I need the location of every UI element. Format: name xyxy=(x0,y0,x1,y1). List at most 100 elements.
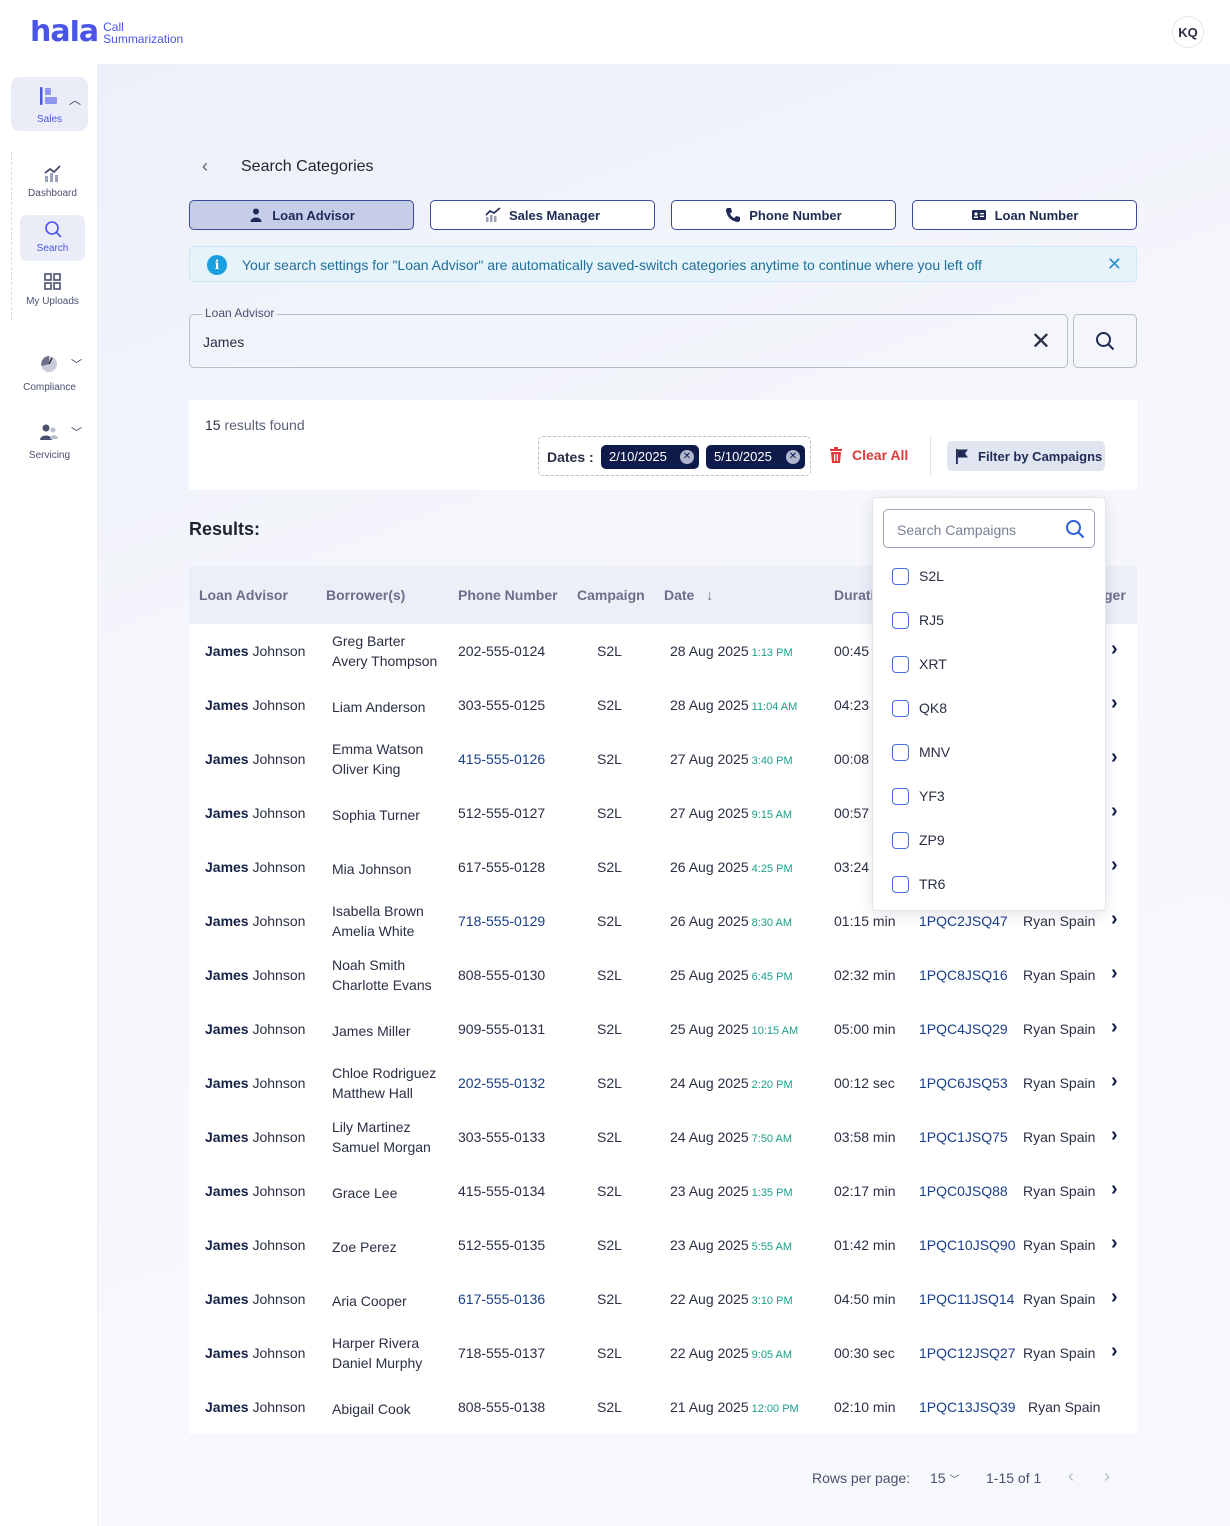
campaign-option[interactable]: ZP9 xyxy=(892,830,945,850)
column-header-manager[interactable]: ger xyxy=(1104,587,1126,603)
search-input-value[interactable]: James xyxy=(203,334,245,350)
previous-page-icon[interactable]: ‹ xyxy=(1068,1466,1074,1486)
tab-loan-advisor[interactable]: Loan Advisor xyxy=(189,200,414,230)
filter-by-campaigns-button[interactable]: Filter by Campaigns xyxy=(947,441,1105,471)
sidebar-group-sales[interactable]: ︿ Sales xyxy=(11,77,88,131)
checkbox[interactable] xyxy=(892,831,909,849)
phone-number-cell[interactable]: 617-555-0136 xyxy=(458,1291,546,1307)
campaign-search-input[interactable]: Search Campaigns xyxy=(883,509,1095,548)
table-row[interactable]: James Johnson Aria Cooper 617-555-0136 S2L 2… xyxy=(189,1272,1137,1326)
call-id-cell[interactable]: 1PQC8JSQ16 xyxy=(919,967,1008,983)
call-id-cell[interactable]: 1PQC0JSQ88 xyxy=(919,1183,1008,1199)
time-value: 7:50 AM xyxy=(751,1133,792,1145)
checkbox[interactable] xyxy=(892,743,909,761)
chevron-right-icon[interactable]: › xyxy=(1111,962,1118,984)
sidebar-item-search[interactable]: Search xyxy=(20,215,85,261)
next-page-icon[interactable]: › xyxy=(1104,1466,1110,1486)
chevron-right-icon[interactable]: › xyxy=(1111,1016,1118,1038)
table-row[interactable]: James Johnson Mia Johnson 617-555-0128 S2L 2… xyxy=(189,840,1137,894)
chevron-right-icon[interactable]: › xyxy=(1111,1286,1118,1308)
table-row[interactable]: James Johnson Zoe Perez 512-555-0135 S2L 23 … xyxy=(189,1218,1137,1272)
table-row[interactable]: James Johnson Harper Rivera Daniel Murphy 7… xyxy=(189,1326,1137,1380)
phone-number-cell[interactable]: 415-555-0126 xyxy=(458,751,546,767)
close-icon[interactable]: ✕ xyxy=(1106,254,1122,274)
campaign-option[interactable]: YF3 xyxy=(892,786,945,806)
column-header-duration[interactable]: Durati xyxy=(834,587,875,603)
phone-number-cell[interactable]: 718-555-0129 xyxy=(458,913,546,929)
call-id-cell[interactable]: 1PQC1JSQ75 xyxy=(919,1129,1008,1145)
column-header-phone-number[interactable]: Phone Number xyxy=(458,587,558,603)
chevron-right-icon[interactable]: › xyxy=(1111,800,1118,822)
call-id-cell[interactable]: 1PQC13JSQ39 xyxy=(919,1399,1016,1415)
sort-down-arrow-icon[interactable]: ↓ xyxy=(706,587,714,603)
date-chip-from[interactable]: 2/10/2025 ✕ xyxy=(601,445,699,469)
clear-search-icon[interactable]: ✕ xyxy=(1030,328,1051,355)
rows-per-page-select[interactable]: 15 ﹀ xyxy=(930,1470,959,1486)
table-row[interactable]: James Johnson Emma Watson Oliver King 415-5… xyxy=(189,732,1137,786)
checkbox[interactable] xyxy=(892,567,909,585)
app-logo[interactable]: hala Call Summarization xyxy=(30,20,183,46)
chevron-right-icon[interactable]: › xyxy=(1111,1070,1118,1092)
clear-all-button[interactable]: Clear All xyxy=(829,447,908,463)
call-id-cell[interactable]: 1PQC4JSQ29 xyxy=(919,1021,1008,1037)
sidebar-item-my-uploads[interactable]: My Uploads xyxy=(20,268,85,314)
column-header-date[interactable]: Date ↓ xyxy=(664,587,713,603)
checkbox[interactable] xyxy=(892,787,909,805)
chevron-right-icon[interactable]: › xyxy=(1111,1178,1118,1200)
date-cell: 23 Aug 2025 5:55 AM xyxy=(670,1237,792,1253)
user-avatar[interactable]: KQ xyxy=(1172,16,1204,48)
table-row[interactable]: James Johnson Grace Lee 415-555-0134 S2L 23 … xyxy=(189,1164,1137,1218)
tab-phone-number[interactable]: Phone Number xyxy=(671,200,896,230)
chevron-right-icon[interactable]: › xyxy=(1111,692,1118,714)
remove-chip-icon[interactable]: ✕ xyxy=(680,450,694,464)
table-row[interactable]: James Johnson Chloe Rodriguez Matthew Hall… xyxy=(189,1056,1137,1110)
sidebar-item-servicing[interactable]: ﹀ Servicing xyxy=(11,422,88,470)
checkbox[interactable] xyxy=(892,655,909,673)
tab-loan-number[interactable]: Loan Number xyxy=(912,200,1137,230)
search-button[interactable] xyxy=(1073,314,1137,368)
column-header-campaign[interactable]: Campaign xyxy=(577,587,645,603)
date-value: 26 Aug 2025 xyxy=(670,913,749,929)
back-chevron-icon[interactable]: ‹ xyxy=(202,156,208,176)
table-row[interactable]: James Johnson Greg Barter Avery Thompson 20… xyxy=(189,624,1137,678)
chevron-right-icon[interactable]: › xyxy=(1111,638,1118,660)
chevron-right-icon[interactable]: › xyxy=(1111,908,1118,930)
call-id-cell[interactable]: 1PQC12JSQ27 xyxy=(919,1345,1016,1361)
checkbox[interactable] xyxy=(892,875,909,893)
campaign-option[interactable]: QK8 xyxy=(892,698,947,718)
campaign-option[interactable]: RJ5 xyxy=(892,610,944,630)
campaign-option[interactable]: TR6 xyxy=(892,874,945,894)
checkbox[interactable] xyxy=(892,699,909,717)
column-header-loan-advisor[interactable]: Loan Advisor xyxy=(199,587,288,603)
date-chip-to[interactable]: 5/10/2025 ✕ xyxy=(706,445,805,469)
checkbox[interactable] xyxy=(892,611,909,629)
call-id-cell[interactable]: 1PQC11JSQ14 xyxy=(919,1291,1015,1307)
chevron-right-icon[interactable]: › xyxy=(1111,854,1118,876)
chevron-right-icon[interactable]: › xyxy=(1111,746,1118,768)
advisor-last-name: Johnson xyxy=(252,1345,306,1361)
column-header-borrowers[interactable]: Borrower(s) xyxy=(326,587,406,603)
chevron-right-icon[interactable]: › xyxy=(1111,1340,1118,1362)
call-id-cell[interactable]: 1PQC6JSQ53 xyxy=(919,1075,1008,1091)
loan-advisor-cell: James Johnson xyxy=(205,1237,305,1253)
table-row[interactable]: James Johnson Liam Anderson 303-555-0125 S2… xyxy=(189,678,1137,732)
campaign-option[interactable]: XRT xyxy=(892,654,947,674)
sidebar-item-compliance[interactable]: ﹀ Compliance xyxy=(11,354,88,402)
table-row[interactable]: James Johnson Isabella Brown Amelia White 7… xyxy=(189,894,1137,948)
sidebar-item-dashboard[interactable]: Dashboard xyxy=(20,160,85,206)
table-row[interactable]: James Johnson Sophia Turner 512-555-0127 S2… xyxy=(189,786,1137,840)
chevron-right-icon[interactable]: › xyxy=(1111,1232,1118,1254)
phone-number-cell[interactable]: 202-555-0132 xyxy=(458,1075,546,1091)
call-id-cell[interactable]: 1PQC2JSQ47 xyxy=(919,913,1008,929)
campaign-option[interactable]: S2L xyxy=(892,566,944,586)
tab-sales-manager[interactable]: Sales Manager xyxy=(430,200,655,230)
campaign-option[interactable]: MNV xyxy=(892,742,950,762)
chevron-right-icon[interactable]: › xyxy=(1111,1124,1118,1146)
table-row[interactable]: James Johnson Lily Martinez Samuel Morgan 3… xyxy=(189,1110,1137,1164)
table-row[interactable]: James Johnson Noah Smith Charlotte Evans 80… xyxy=(189,948,1137,1002)
table-row[interactable]: James Johnson James Miller 909-555-0131 S2L… xyxy=(189,1002,1137,1056)
search-input[interactable]: Loan Advisor James ✕ xyxy=(189,306,1068,368)
table-row[interactable]: James Johnson Abigail Cook 808-555-0138 S2L… xyxy=(189,1380,1137,1434)
remove-chip-icon[interactable]: ✕ xyxy=(786,450,800,464)
call-id-cell[interactable]: 1PQC10JSQ90 xyxy=(919,1237,1016,1253)
